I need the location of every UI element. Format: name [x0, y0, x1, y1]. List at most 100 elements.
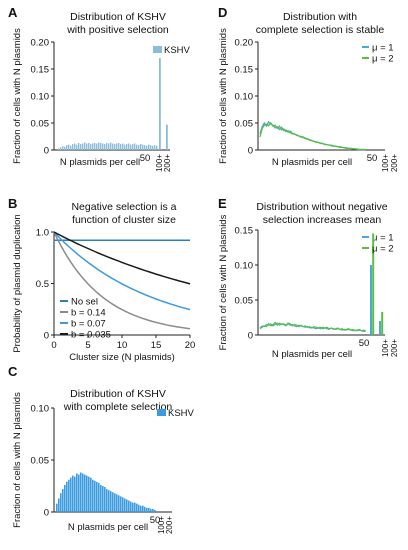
panel-d-line-1	[259, 121, 366, 151]
panel-c-bar	[146, 507, 148, 512]
panel-a-bar	[94, 142, 96, 150]
panel-a-bar	[114, 144, 116, 150]
panel-e-ylabel: Fraction of cells with N plasmids	[218, 214, 229, 350]
panel-a-bar	[116, 143, 118, 150]
panel-d-ytick-label: 0.05	[235, 119, 254, 130]
panel-a-bar	[126, 144, 128, 150]
panel-c-bar	[134, 502, 136, 512]
panel-a-bar	[98, 142, 100, 150]
panel-c-bar	[62, 489, 64, 512]
panel-a-bar	[60, 147, 62, 150]
panel-c-bar	[100, 484, 102, 512]
panel-c-bar	[110, 491, 112, 512]
panel-a-bar	[106, 142, 108, 150]
panel-c-bar	[70, 477, 72, 512]
panel-c-bar	[108, 490, 110, 512]
panel-letter-e: E	[218, 196, 227, 211]
panel-c-bar	[128, 500, 130, 512]
panel-e-title-line2: selection increases mean	[263, 214, 382, 226]
panel-a-bar	[146, 145, 148, 150]
panel-b-xtick-label: 0	[51, 340, 56, 351]
panel-d-title: Distribution with	[283, 11, 357, 23]
panel-b-xtick-label: 15	[151, 340, 162, 351]
panel-letter-a: A	[8, 5, 18, 20]
panel-a-xtick-50: 50	[140, 153, 151, 164]
panel-c-xtick-50: 50	[150, 515, 161, 526]
panel-e-legend-label-0: μ = 1	[372, 233, 394, 244]
panel-a-ytick-label: 0.10	[31, 92, 50, 103]
panel-c-bar	[68, 479, 70, 512]
panel-c-xtick-tail: 200+	[165, 516, 174, 534]
panel-a-bar	[150, 145, 152, 150]
panel-e-line-1	[259, 321, 366, 332]
panel-b-ytick-label: 0	[44, 331, 49, 342]
panel-a-bar	[154, 145, 156, 150]
panel-a-bar	[128, 143, 130, 150]
panel-letter-c: C	[8, 364, 18, 379]
panel-a-title: Distribution of KSHV	[70, 11, 166, 23]
panel-c-bar	[104, 487, 106, 512]
panel-c-xlabel: N plasmids per cell	[68, 522, 148, 533]
panel-a-bar	[62, 146, 64, 150]
panel-e-legend-label-1: μ = 2	[372, 244, 394, 255]
panel-a-bar	[102, 143, 104, 150]
panel-d-xtick-tail: 200+	[390, 154, 399, 172]
panel-d-ytick-label: 0.20	[235, 38, 254, 49]
panel-a-bar	[130, 144, 132, 150]
panel-a-bar	[118, 142, 120, 150]
panel-c-bar	[88, 476, 90, 512]
panel-a-ytick-label: 0.20	[31, 38, 50, 49]
panel-c-bar	[142, 505, 144, 512]
panel-a-bar	[112, 143, 114, 150]
panel-e-xtick-tail: 100+	[381, 339, 390, 357]
panel-c-ytick-label: 0.05	[31, 456, 50, 467]
panel-a-bar	[152, 145, 154, 150]
panel-c-bar	[98, 482, 100, 512]
panel-d-legend-label-1: μ = 2	[372, 54, 394, 65]
panel-a-bar	[66, 145, 68, 150]
panel-c-legend-swatch	[157, 409, 166, 416]
panel-d-ytick-label: 0.10	[235, 92, 254, 103]
panel-b-ytick-label: 1.0	[36, 228, 49, 239]
panel-c-legend-label: KSHV	[168, 408, 195, 419]
panel-e-bar-100plus-0	[370, 265, 372, 335]
panel-a-bar	[76, 144, 78, 150]
panel-a-bar	[86, 143, 88, 150]
panel-a-xtick-tail: 200+	[163, 154, 172, 172]
panel-a-bar	[88, 142, 90, 150]
panel-d-ytick-label: 0	[248, 146, 253, 157]
panel-c-bar	[124, 498, 126, 512]
panel-a-bar	[120, 144, 122, 150]
panel-a-ytick-label: 0.05	[31, 119, 50, 130]
panel-b-legend-label-1: b = 0.14	[71, 308, 106, 319]
panel-d-legend-label-0: μ = 1	[372, 43, 394, 54]
panel-a-bar-200plus	[166, 124, 168, 150]
panel-a-bar	[138, 145, 140, 150]
panel-c-bar	[56, 503, 58, 512]
panel-c-bar	[60, 493, 62, 512]
panel-c-bar	[78, 474, 80, 512]
panel-c-bar	[76, 473, 78, 512]
panel-a-xlabel: N plasmids per cell	[60, 157, 140, 168]
panel-c-bar	[122, 497, 124, 512]
panel-a-bar	[72, 144, 74, 150]
panel-e-xlabel: N plasmids per cell	[272, 349, 352, 360]
panel-e-title: Distribution without negative	[256, 201, 387, 213]
panel-a-bar	[80, 144, 82, 150]
panel-letter-b: B	[8, 196, 17, 211]
panel-a-legend-swatch	[153, 46, 162, 53]
panel-c-bar	[152, 508, 154, 512]
panel-c-bar	[132, 502, 134, 512]
panel-b-title: Negative selection is a	[71, 201, 176, 213]
panel-a-bar	[64, 146, 66, 150]
panel-b-xtick-label: 20	[185, 340, 196, 351]
panel-e-ytick-label: 0.05	[235, 296, 254, 307]
panel-b-ylabel: Probability of plasmid duplication	[12, 214, 23, 352]
panel-c-title-line2: with complete selection	[63, 401, 173, 413]
panel-c-bar	[138, 504, 140, 512]
panel-b-xtick-label: 10	[117, 340, 128, 351]
panel-c-bar	[92, 479, 94, 512]
panel-c-bar	[84, 474, 86, 512]
panel-c-ytick-label: 0	[44, 508, 49, 519]
panel-a-bar	[68, 144, 70, 150]
